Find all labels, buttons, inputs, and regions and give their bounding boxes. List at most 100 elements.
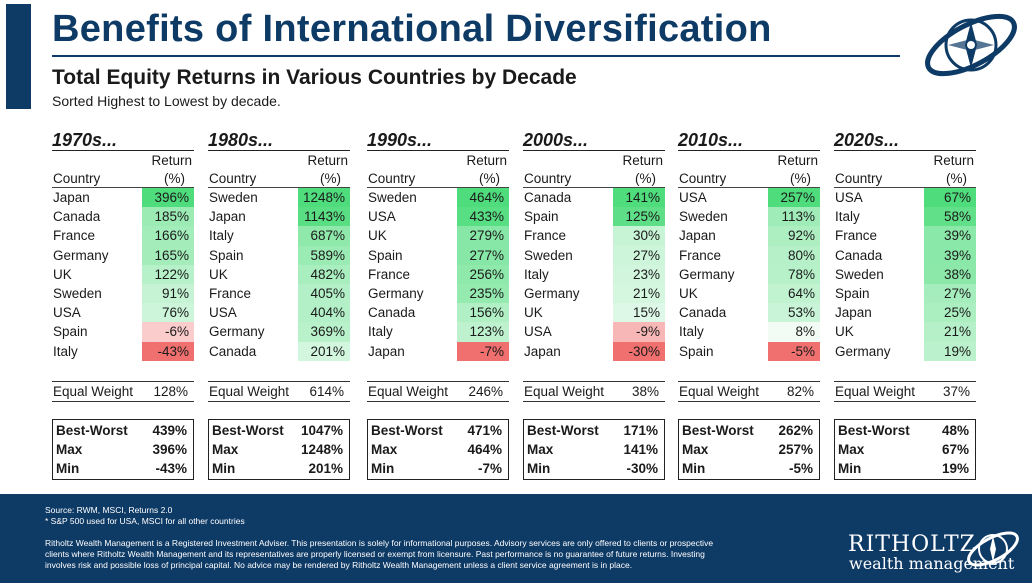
country-cell: UK xyxy=(524,305,543,321)
equal-weight-value: 82% xyxy=(786,383,814,399)
table-row: Canada 185% xyxy=(52,207,194,227)
return-cell: 67% xyxy=(924,188,976,208)
equal-weight-label: Equal Weight xyxy=(679,383,760,399)
return-cell: 589% xyxy=(298,245,350,265)
equal-weight-value: 246% xyxy=(468,383,503,399)
min-label: Min xyxy=(527,460,551,476)
country-cell: UK xyxy=(835,324,854,340)
table-row: Italy 687% xyxy=(208,226,350,246)
decade-table: 2000s... Country Return (%) Canada 141% Spain 1… xyxy=(523,130,665,480)
table-row: Italy -43% xyxy=(52,341,194,361)
min-row: Min 19% xyxy=(835,459,975,478)
title-rule xyxy=(52,55,900,57)
return-cell: 256% xyxy=(457,264,509,284)
table-row: Germany 19% xyxy=(834,341,976,361)
country-cell: Sweden xyxy=(524,247,573,263)
brand-tagline: wealth management xyxy=(849,554,1015,573)
best-worst-label: Best-Worst xyxy=(682,422,754,438)
table-row: UK 64% xyxy=(678,283,820,304)
table-row: Sweden 464% xyxy=(367,188,509,208)
max-label: Max xyxy=(371,441,398,457)
return-cell: 404% xyxy=(298,303,350,323)
country-cell: USA xyxy=(679,190,707,205)
header-rule xyxy=(678,187,820,188)
country-cell: France xyxy=(679,247,722,263)
equal-weight-row: Equal Weight 38% xyxy=(523,380,665,402)
return-cell: -30% xyxy=(613,341,665,361)
country-cell: France xyxy=(835,228,878,244)
stats-box: Best-Worst 1047% Max 1248% Min 201% xyxy=(208,418,350,480)
country-cell: USA xyxy=(209,305,237,321)
table-row: Sweden 27% xyxy=(523,245,665,265)
best-worst-label: Best-Worst xyxy=(371,422,443,438)
table-row: Italy 123% xyxy=(367,322,509,342)
best-worst-row: Best-Worst 262% xyxy=(679,421,819,440)
best-worst-value: 48% xyxy=(941,422,969,438)
table-row: UK 122% xyxy=(52,264,194,284)
return-cell: 39% xyxy=(924,245,976,265)
return-header-line2: (%) xyxy=(790,171,811,186)
table-row: France 256% xyxy=(367,264,509,284)
table-row: Germany 369% xyxy=(208,322,350,342)
table-row: Japan 25% xyxy=(834,303,976,323)
return-cell: 78% xyxy=(768,264,820,284)
country-cell: Italy xyxy=(835,209,860,225)
column-headers: Country Return (%) xyxy=(678,151,820,187)
best-worst-value: 471% xyxy=(467,422,502,438)
table-row: Canada 53% xyxy=(678,303,820,323)
return-header-line2: (%) xyxy=(164,171,185,186)
country-cell: USA xyxy=(835,190,863,205)
best-worst-label: Best-Worst xyxy=(527,422,599,438)
best-worst-row: Best-Worst 439% xyxy=(53,421,193,440)
min-value: 201% xyxy=(308,460,343,476)
min-label: Min xyxy=(212,460,236,476)
table-row: Germany 235% xyxy=(367,283,509,304)
disclaimer: Ritholtz Wealth Management is a Register… xyxy=(45,538,714,570)
return-header-line2: (%) xyxy=(635,171,656,186)
equal-weight-label: Equal Weight xyxy=(835,383,916,399)
equal-weight-row: Equal Weight 614% xyxy=(208,380,350,402)
table-row: USA 67% xyxy=(834,188,976,208)
return-cell: 39% xyxy=(924,226,976,246)
best-worst-value: 171% xyxy=(623,422,658,438)
table-row: Canada 39% xyxy=(834,245,976,265)
return-cell: 21% xyxy=(613,283,665,304)
table-row: Sweden 38% xyxy=(834,264,976,284)
max-row: Max 396% xyxy=(53,440,193,459)
min-label: Min xyxy=(56,460,80,476)
return-cell: 15% xyxy=(613,303,665,323)
table-row: Italy 8% xyxy=(678,322,820,342)
return-cell: 8% xyxy=(768,322,820,342)
return-cell: 64% xyxy=(768,283,820,304)
country-cell: UK xyxy=(53,266,72,282)
max-row: Max 141% xyxy=(524,440,664,459)
table-row: UK 15% xyxy=(523,303,665,323)
best-worst-value: 439% xyxy=(152,422,187,438)
country-cell: Sweden xyxy=(209,190,258,205)
min-row: Min -30% xyxy=(524,459,664,478)
country-cell: Spain xyxy=(209,247,244,263)
best-worst-label: Best-Worst xyxy=(56,422,128,438)
footnote-line: * S&P 500 used for USA, MSCI for all oth… xyxy=(45,516,245,526)
equal-weight-row: Equal Weight 82% xyxy=(678,380,820,402)
return-cell: 92% xyxy=(768,226,820,246)
table-row: Spain -5% xyxy=(678,341,820,361)
country-cell: Canada xyxy=(368,305,416,321)
stats-box: Best-Worst 471% Max 464% Min -7% xyxy=(367,418,509,480)
return-cell: 27% xyxy=(924,283,976,304)
return-cell: 58% xyxy=(924,207,976,227)
min-value: -5% xyxy=(788,460,813,476)
footer-sources: Source: RWM, MSCI, Returns 2.0 * S&P 500… xyxy=(45,505,245,527)
header-rule xyxy=(834,187,976,188)
equal-weight-row: Equal Weight 128% xyxy=(52,380,194,402)
return-cell: 27% xyxy=(613,245,665,265)
return-cell: 80% xyxy=(768,245,820,265)
max-value: 257% xyxy=(778,441,813,457)
return-cell: -9% xyxy=(613,322,665,342)
country-cell: Italy xyxy=(53,343,78,359)
max-value: 1248% xyxy=(300,441,343,457)
return-cell: 156% xyxy=(457,303,509,323)
best-worst-row: Best-Worst 1047% xyxy=(209,421,349,440)
table-row: Spain 27% xyxy=(834,283,976,304)
return-cell: 141% xyxy=(613,188,665,208)
